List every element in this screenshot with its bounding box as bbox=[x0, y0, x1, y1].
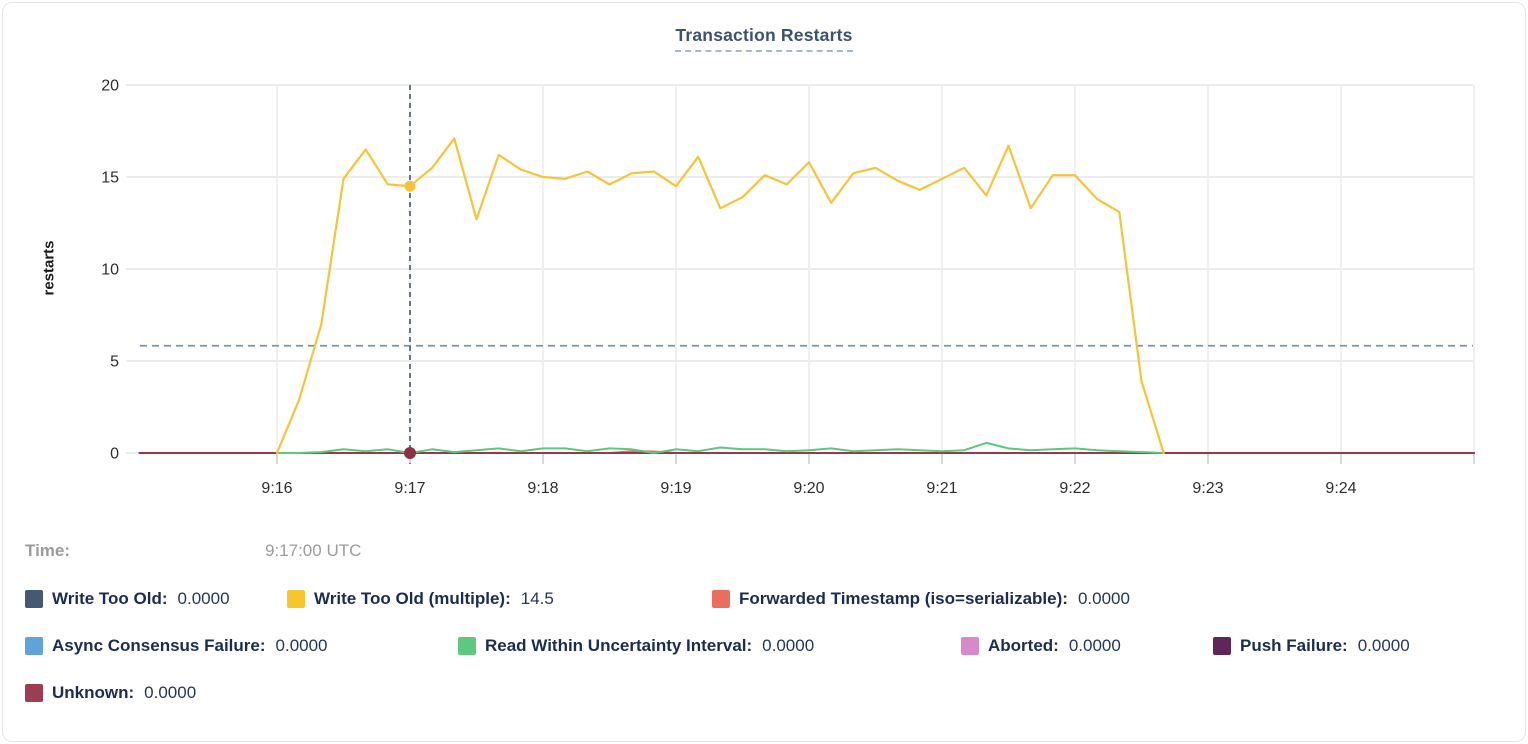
y-tick-label: 5 bbox=[110, 354, 119, 371]
legend-label: Write Too Old: bbox=[52, 589, 168, 608]
legend-item: Write Too Old (multiple): 14.5 bbox=[287, 589, 554, 609]
legend-item: Read Within Uncertainty Interval: 0.0000 bbox=[458, 636, 814, 656]
crosshair-dot bbox=[404, 447, 416, 459]
legend-swatch bbox=[1213, 637, 1231, 655]
tooltip-time-row: Time: 9:17:00 UTC bbox=[3, 541, 1525, 565]
legend-label: Read Within Uncertainty Interval: bbox=[485, 636, 753, 655]
y-tick-label: 20 bbox=[101, 78, 119, 95]
x-tick-label: 9:20 bbox=[793, 480, 824, 497]
tooltip-time-label: Time: bbox=[25, 541, 71, 560]
y-axis-title: restarts bbox=[40, 240, 58, 296]
series-write-too-old-multiple bbox=[275, 137, 1165, 455]
legend-label: Forwarded Timestamp (iso=serializable): bbox=[739, 589, 1068, 608]
legend-item: Write Too Old: 0.0000 bbox=[25, 589, 230, 609]
legend-item: Forwarded Timestamp (iso=serializable): 0… bbox=[712, 589, 1130, 609]
y-tick-label: 15 bbox=[101, 170, 119, 187]
legend-item: Async Consensus Failure: 0.0000 bbox=[25, 636, 328, 656]
y-tick-label: 0 bbox=[110, 446, 119, 463]
legend-swatch bbox=[287, 590, 305, 608]
legend-swatch bbox=[712, 590, 730, 608]
legend-value: 0.0000 bbox=[1077, 589, 1130, 608]
legend-value: 0.0000 bbox=[144, 683, 197, 702]
series-read-within-uncertainty-interval bbox=[276, 441, 1165, 454]
legend-row-2: Async Consensus Failure: 0.0000 Read Withi… bbox=[3, 636, 1525, 662]
legend-item: Push Failure: 0.0000 bbox=[1213, 636, 1410, 656]
legend-value: 0.0000 bbox=[1068, 636, 1121, 655]
legend-swatch bbox=[961, 637, 979, 655]
x-tick-label: 9:23 bbox=[1192, 480, 1223, 497]
legend-swatch bbox=[25, 684, 43, 702]
chart-title[interactable]: Transaction Restarts bbox=[675, 25, 853, 52]
x-tick-label: 9:16 bbox=[261, 480, 292, 497]
legend-swatch bbox=[458, 637, 476, 655]
legend-label: Aborted: bbox=[988, 636, 1059, 655]
transaction-restarts-chart[interactable]: 0 5 10 15 20 9:16 9:17 9:18 9:19 9:20 9:21 9:22 9:23… bbox=[3, 3, 1526, 518]
legend-swatch bbox=[25, 590, 43, 608]
legend-value: 14.5 bbox=[520, 589, 554, 608]
tooltip-time-value: 9:17:00 UTC bbox=[265, 541, 362, 560]
legend-label: Unknown: bbox=[52, 683, 135, 702]
x-tick-label: 9:19 bbox=[660, 480, 691, 497]
legend-label: Async Consensus Failure: bbox=[52, 636, 266, 655]
y-tick-label: 10 bbox=[101, 262, 119, 279]
legend-row-1: Write Too Old: 0.0000 Write Too Old (multi… bbox=[3, 589, 1525, 615]
x-tick-label: 9:24 bbox=[1325, 480, 1356, 497]
legend-item: Unknown: 0.0000 bbox=[25, 683, 196, 703]
crosshair-dot bbox=[404, 180, 416, 192]
x-tick-label: 9:17 bbox=[394, 480, 425, 497]
legend-value: 0.0000 bbox=[1357, 636, 1410, 655]
legend-value: 0.0000 bbox=[177, 589, 230, 608]
x-tick-label: 9:18 bbox=[527, 480, 558, 497]
legend-value: 0.0000 bbox=[762, 636, 815, 655]
legend-item: Aborted: 0.0000 bbox=[961, 636, 1121, 656]
legend-label: Push Failure: bbox=[1240, 636, 1348, 655]
legend-label: Write Too Old (multiple): bbox=[314, 589, 511, 608]
chart-header: Transaction Restarts bbox=[3, 25, 1525, 52]
legend-value: 0.0000 bbox=[275, 636, 328, 655]
x-tick-label: 9:21 bbox=[926, 480, 957, 497]
legend-swatch bbox=[25, 637, 43, 655]
legend-row-3: Unknown: 0.0000 bbox=[3, 683, 1525, 709]
x-tick-label: 9:22 bbox=[1059, 480, 1090, 497]
